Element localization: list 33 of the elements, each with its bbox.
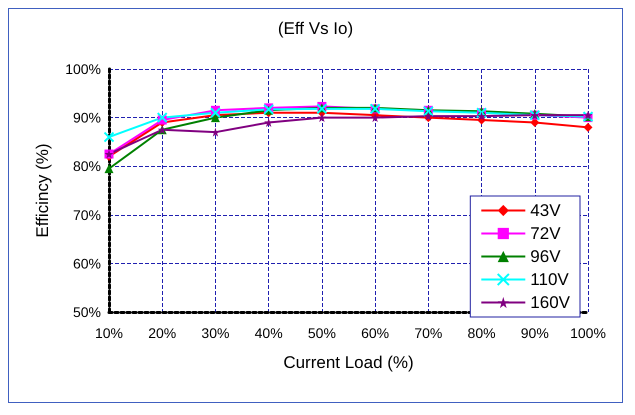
x-tick-label: 30% (201, 325, 230, 341)
x-tick-label: 20% (148, 325, 176, 341)
x-tick-label: 100% (570, 325, 606, 341)
y-tick-label: 50% (72, 304, 101, 320)
legend-label: 96V (530, 247, 562, 266)
y-tick-label: 60% (72, 255, 101, 272)
chart-title: (Eff Vs Io) (278, 19, 354, 38)
point (104, 164, 114, 174)
x-tick-label: 80% (468, 325, 496, 341)
point (210, 107, 221, 118)
legend-label: 43V (530, 201, 562, 220)
x-tick-label: 90% (520, 325, 549, 341)
x-tick-label: 10% (94, 325, 124, 341)
x-tick-label: 60% (361, 325, 390, 341)
point (317, 113, 326, 122)
legend-label: 160V (530, 293, 571, 312)
x-axis-title: Current Load (%) (283, 353, 414, 372)
y-tick-label: 90% (72, 110, 101, 126)
y-tick-label: 100% (65, 61, 101, 77)
x-tick-label: 50% (308, 325, 336, 341)
x-tick-label: 40% (254, 325, 283, 341)
y-tick-label: 70% (72, 206, 101, 223)
point (584, 122, 592, 132)
point (156, 112, 168, 124)
x-tick-label: 70% (414, 325, 442, 341)
point (477, 112, 486, 121)
point (264, 118, 274, 127)
point (210, 113, 220, 122)
point (104, 132, 114, 143)
y-axis-title: Efficincy (%) (33, 143, 52, 238)
y-tick-label: 80% (72, 158, 101, 174)
legend-label: 110V (530, 270, 570, 289)
legend-label: 72V (530, 224, 562, 243)
